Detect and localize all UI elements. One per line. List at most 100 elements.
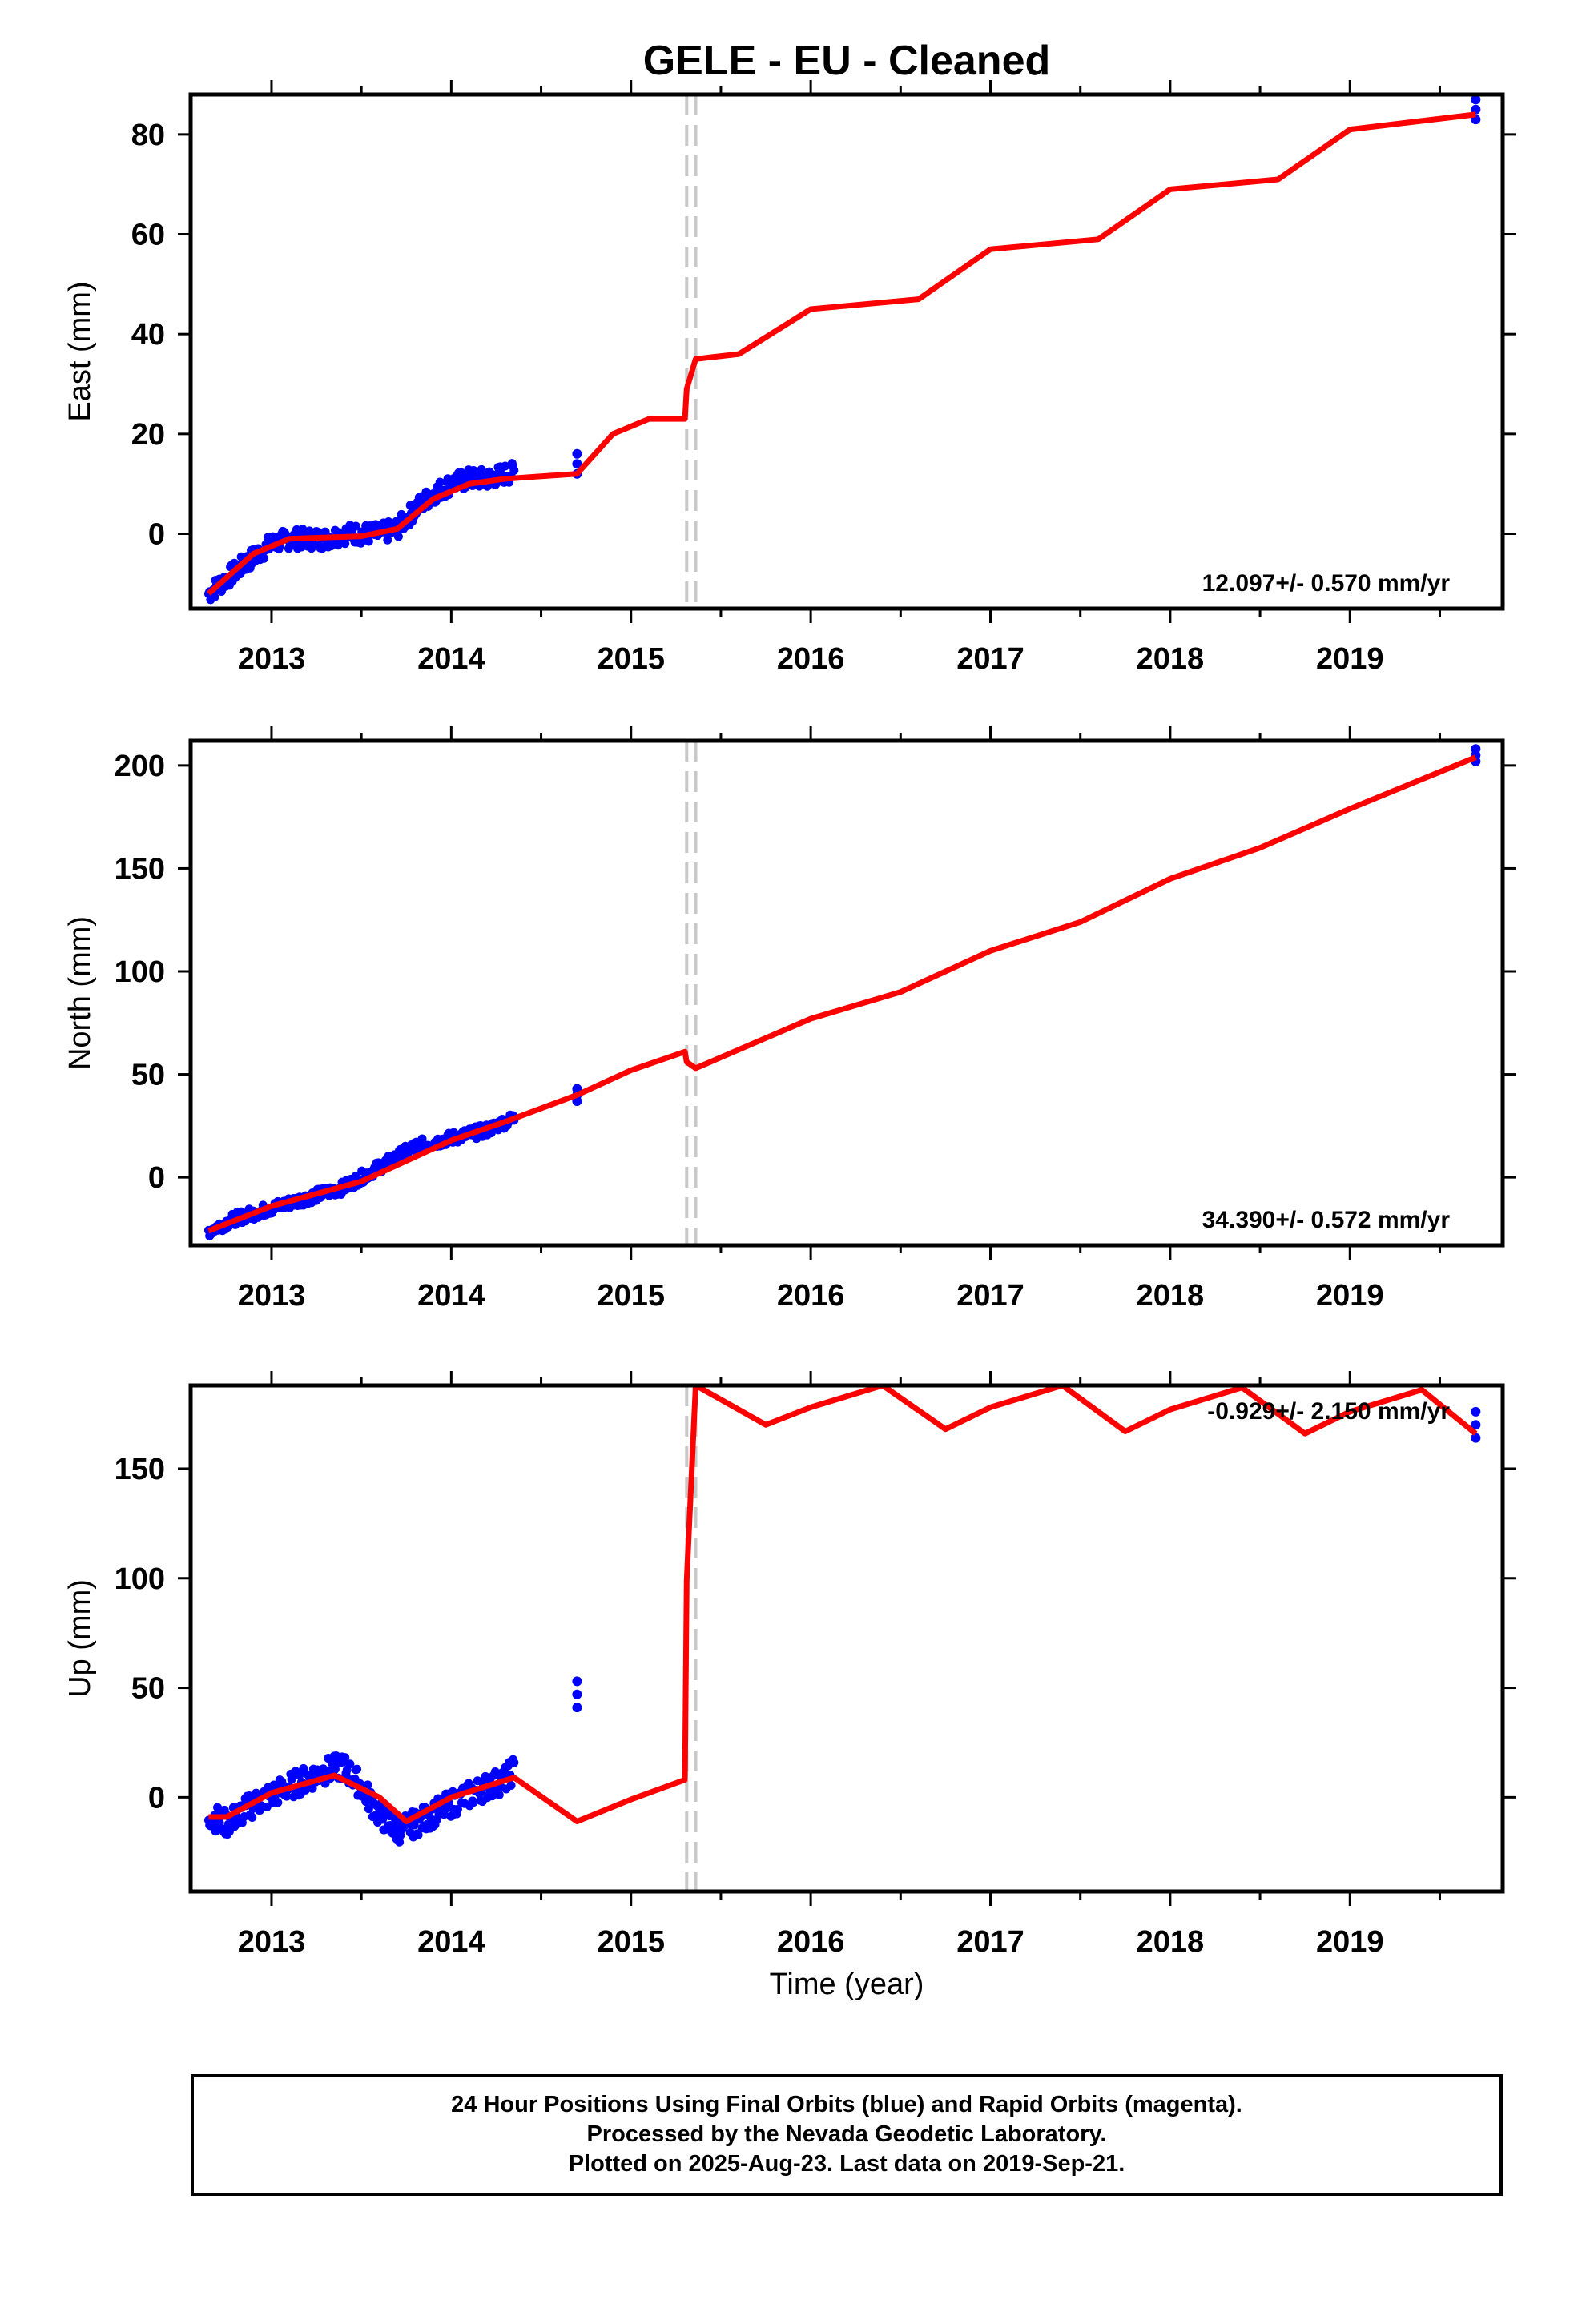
model-fit-line	[208, 1385, 1478, 1824]
y-tick-label: 0	[148, 518, 165, 552]
data-point	[1471, 1433, 1481, 1443]
data-point	[383, 535, 392, 545]
panel-1: 0 20 40 60 80 2013 2014 2015 2016 2017 2018 2019 Eas…	[63, 80, 1516, 676]
x-axis-label: Time (year)	[770, 1968, 924, 2001]
data-point	[506, 1780, 516, 1790]
data-point	[352, 1764, 362, 1774]
panel-2: 0 50 100 150 200 2013 2014 2015 2016 2017 2018 2019…	[63, 726, 1516, 1313]
observed-points	[203, 1406, 1481, 1847]
panel-frame	[188, 1383, 1505, 1894]
data-point	[1471, 1406, 1481, 1417]
data-point	[572, 448, 582, 459]
y-tick-label: 100	[115, 955, 165, 989]
y-tick-label: 80	[131, 119, 165, 152]
x-tick-label: 2018	[1137, 642, 1205, 676]
data-point	[363, 1780, 372, 1790]
data-point	[413, 1830, 423, 1839]
rate-label: 12.097+/- 0.570 mm/yr	[1202, 570, 1451, 597]
data-point	[501, 461, 510, 471]
x-tick-label: 2019	[1316, 642, 1384, 676]
data-point	[330, 1764, 340, 1774]
x-tick-label: 2017	[956, 642, 1024, 676]
x-tick-label: 2016	[777, 642, 845, 676]
data-point	[395, 1837, 405, 1847]
footer-line-1: 24 Hour Positions Using Final Orbits (bl…	[451, 2092, 1242, 2117]
y-tick-label: 0	[148, 1161, 165, 1195]
x-tick-label: 2015	[597, 642, 665, 676]
y-axis-label: Up (mm)	[63, 1579, 97, 1698]
y-tick-label: 200	[115, 750, 165, 783]
x-tick-label: 2017	[956, 1925, 1024, 1959]
data-point	[572, 1676, 582, 1687]
data-point	[393, 532, 403, 541]
panels-group: 0 20 40 60 80 2013 2014 2015 2016 2017 2018 2019 Eas…	[63, 80, 1516, 1959]
data-point	[494, 1790, 504, 1799]
data-point	[248, 1812, 257, 1822]
x-tick-label: 2013	[238, 642, 306, 676]
y-tick-label: 150	[115, 1453, 165, 1486]
x-tick-label: 2015	[597, 1925, 665, 1959]
x-tick-label: 2013	[238, 1925, 306, 1959]
y-tick-label: 50	[131, 1059, 165, 1092]
x-tick-label: 2018	[1137, 1279, 1205, 1313]
data-point	[340, 539, 350, 549]
data-point	[1471, 94, 1481, 105]
data-point	[345, 1759, 355, 1769]
footer-line-2: Processed by the Nevada Geodetic Laborat…	[586, 2121, 1107, 2147]
data-point	[1471, 1420, 1481, 1430]
data-point	[572, 1689, 582, 1699]
x-tick-label: 2014	[417, 1279, 485, 1313]
rate-label: -0.929+/- 2.150 mm/yr	[1207, 1398, 1450, 1425]
data-point	[260, 553, 269, 563]
data-point	[282, 1791, 292, 1801]
x-tick-label: 2019	[1316, 1279, 1384, 1313]
y-tick-label: 60	[131, 219, 165, 252]
y-tick-label: 0	[148, 1781, 165, 1815]
data-point	[435, 477, 445, 487]
data-point	[364, 537, 373, 546]
x-tick-label: 2016	[777, 1279, 845, 1313]
y-axis-label: East (mm)	[63, 281, 97, 421]
data-point	[469, 1798, 478, 1807]
data-point	[409, 1145, 418, 1155]
chart-title: GELE - EU - Cleaned	[643, 38, 1051, 84]
footer-line-3: Plotted on 2025-Aug-23. Last data on 201…	[568, 2151, 1125, 2177]
y-tick-label: 50	[131, 1672, 165, 1706]
data-point	[231, 1821, 240, 1831]
data-point	[453, 1804, 462, 1814]
x-tick-label: 2017	[956, 1279, 1024, 1313]
panel-frame	[188, 92, 1505, 611]
model-fit-line	[207, 754, 1477, 1234]
x-tick-label: 2014	[417, 642, 485, 676]
x-tick-label: 2019	[1316, 1925, 1384, 1959]
data-point	[477, 464, 486, 474]
data-point	[473, 1776, 482, 1786]
y-tick-label: 40	[131, 318, 165, 352]
footer-info-box: 24 Hour Positions Using Final Orbits (bl…	[191, 2074, 1503, 2196]
data-point	[572, 459, 582, 469]
panel-frame	[188, 738, 1505, 1248]
x-tick-label: 2013	[238, 1279, 306, 1313]
y-tick-label: 20	[131, 418, 165, 452]
data-point	[1471, 104, 1481, 115]
y-tick-label: 150	[115, 852, 165, 886]
panel-3: 0 50 100 150 2013 2014 2015 2016 2017 2018 2019 Up …	[63, 1371, 1516, 1959]
data-point	[351, 521, 360, 531]
data-point	[273, 1798, 283, 1807]
x-tick-label: 2015	[597, 1279, 665, 1313]
data-point	[210, 593, 219, 602]
data-point	[378, 1815, 388, 1824]
data-point	[340, 1753, 350, 1763]
data-point	[364, 1804, 373, 1814]
x-tick-label: 2016	[777, 1925, 845, 1959]
data-point	[356, 538, 365, 548]
y-tick-label: 100	[115, 1562, 165, 1596]
model-fit-line	[207, 111, 1476, 596]
data-point	[1471, 744, 1481, 754]
rate-label: 34.390+/- 0.572 mm/yr	[1202, 1207, 1451, 1233]
data-point	[572, 1703, 582, 1713]
data-point	[509, 465, 519, 475]
data-point	[509, 1758, 519, 1767]
y-axis-label: North (mm)	[63, 916, 97, 1070]
